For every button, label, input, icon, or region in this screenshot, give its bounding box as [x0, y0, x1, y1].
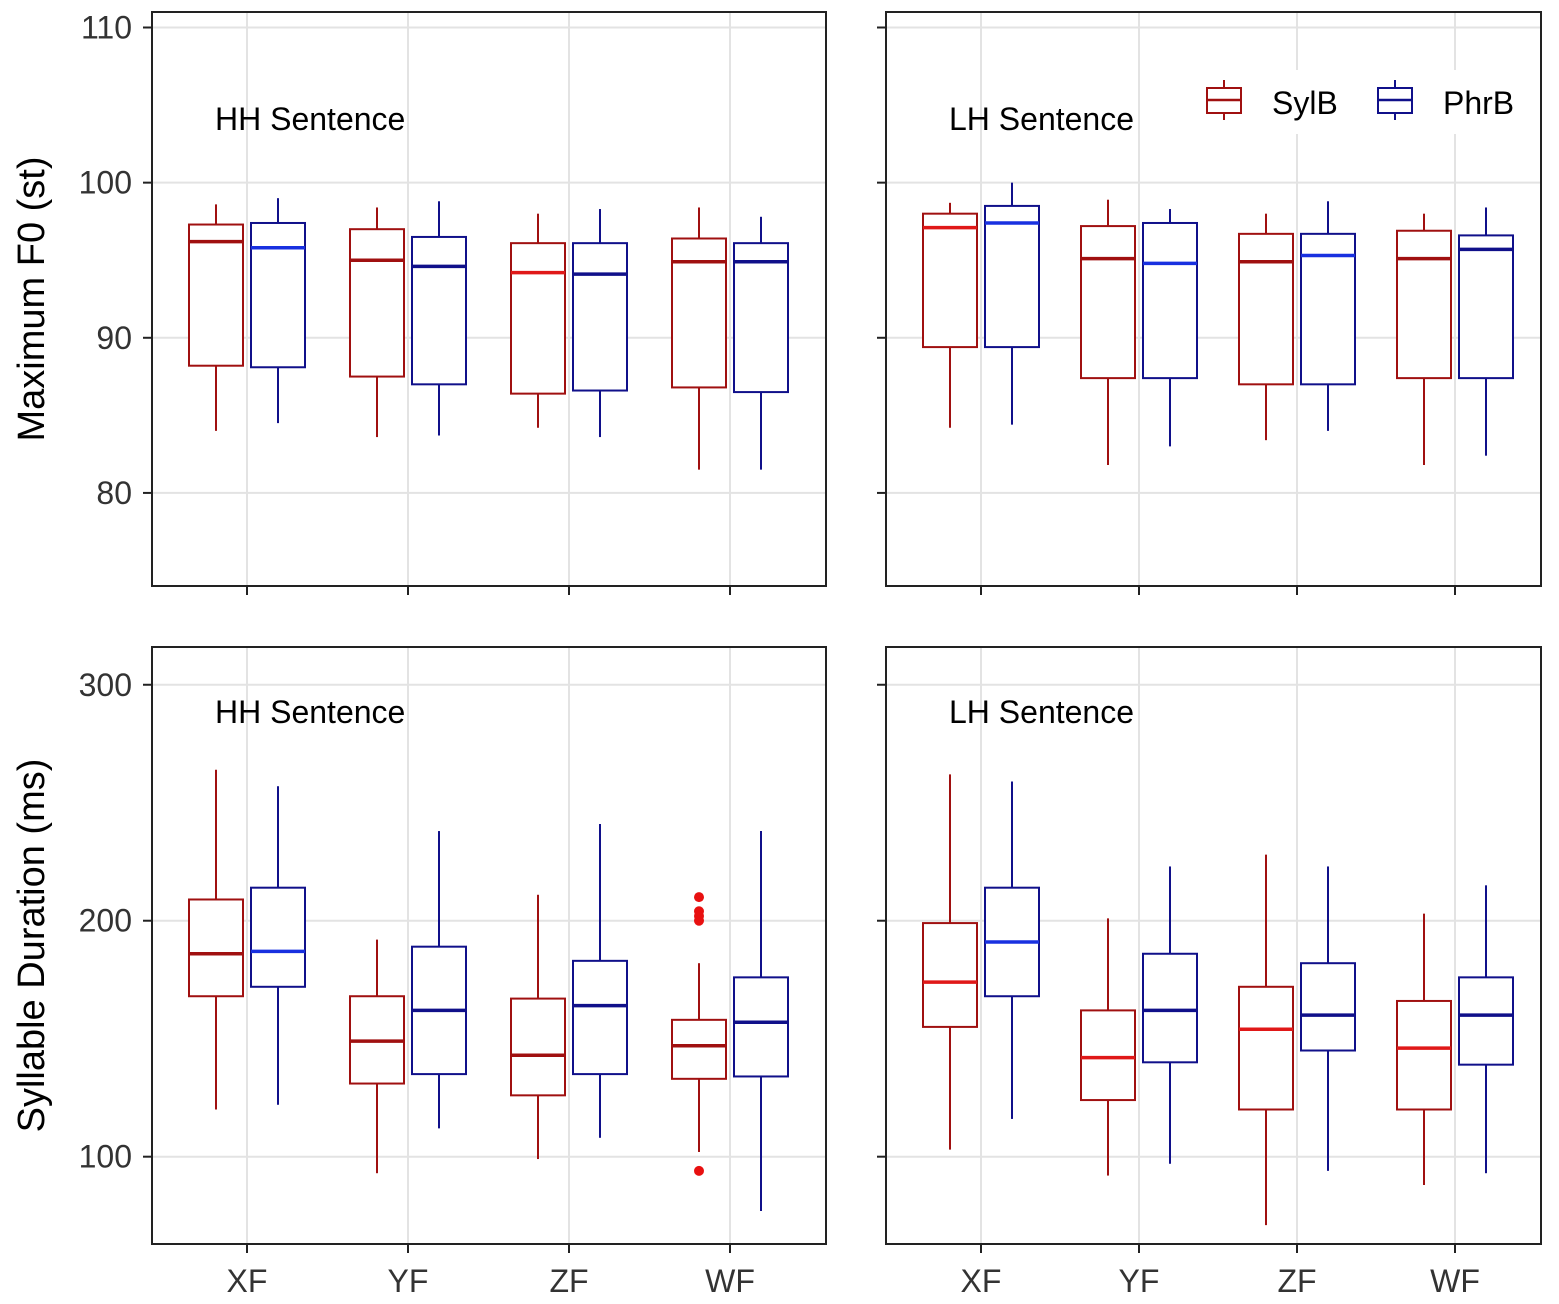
- legend: SylB PhrB: [1150, 70, 1535, 134]
- outlier-point: [694, 1165, 704, 1176]
- box-sylb-xf: [188, 769, 244, 1110]
- box-sylb-zf: [510, 894, 566, 1160]
- box-sylb-yf: [1080, 199, 1136, 465]
- box-body: [1238, 985, 1294, 1111]
- panel-label: LH Sentence: [949, 694, 1134, 730]
- box-phrb-xf: [250, 198, 306, 424]
- x-tick-label: YF: [388, 1263, 429, 1299]
- box-body: [1142, 221, 1198, 380]
- x-tick-label: XF: [961, 1263, 1002, 1299]
- y-tick-label: 110: [81, 10, 132, 46]
- panel-f0-lh: LH Sentence: [877, 11, 1542, 595]
- box-body: [188, 223, 244, 367]
- panel-duration-lh: LH Sentence XF YF ZF WF: [877, 646, 1542, 1299]
- y-axis-title-duration: Syllable Duration (ms): [11, 759, 53, 1133]
- x-tick-label: YF: [1119, 1263, 1160, 1299]
- box-sylb-xf: [922, 202, 978, 428]
- box-phrb-wf: [733, 831, 789, 1211]
- box-sylb-wf: [1396, 913, 1452, 1186]
- box-body: [1300, 962, 1356, 1052]
- panel-label: LH Sentence: [949, 101, 1134, 137]
- box-sylb-zf: [1238, 854, 1294, 1226]
- y-axis-title-f0: Maximum F0 (st): [11, 157, 53, 442]
- box-body: [671, 1018, 727, 1080]
- panel-label: HH Sentence: [215, 694, 405, 730]
- box-body: [188, 898, 244, 998]
- box-sylb-zf: [510, 213, 566, 428]
- y-tick-label: 100: [79, 165, 132, 201]
- box-body: [1080, 225, 1136, 380]
- y-tick-label: 90: [96, 320, 132, 356]
- x-tick-label: ZF: [1277, 1263, 1316, 1299]
- x-tick-label: XF: [227, 1263, 268, 1299]
- box-phrb-zf: [1300, 866, 1356, 1171]
- legend-item-sylb: SylB: [1206, 80, 1338, 121]
- outlier-point: [694, 892, 704, 903]
- box-phrb-zf: [1300, 201, 1356, 431]
- y-tick-label: 300: [79, 667, 132, 703]
- box-sylb-wf: [671, 892, 727, 1176]
- y-tick-label: 80: [96, 475, 132, 511]
- box-body: [733, 976, 789, 1078]
- box-body: [1458, 976, 1514, 1066]
- box-phrb-zf: [572, 209, 628, 438]
- box-body: [733, 242, 789, 394]
- legend-label: PhrB: [1443, 85, 1514, 121]
- panel-label: HH Sentence: [215, 101, 405, 137]
- box-body: [510, 997, 566, 1097]
- box-sylb-wf: [1396, 213, 1452, 465]
- panel-frame: [885, 11, 1542, 587]
- box-phrb-yf: [411, 201, 467, 436]
- panel-f0-hh: HH Sentence 80 90 100 110: [79, 10, 827, 595]
- box-body: [984, 204, 1040, 349]
- box-body: [250, 221, 306, 369]
- box-sylb-yf: [1080, 918, 1136, 1176]
- box-phrb-wf: [1458, 207, 1514, 456]
- box-phrb-wf: [1458, 885, 1514, 1174]
- legend-item-phrb: PhrB: [1377, 80, 1514, 121]
- box-body: [1300, 232, 1356, 386]
- box-body: [510, 242, 566, 395]
- box-phrb-zf: [572, 823, 628, 1138]
- box-sylb-zf: [1238, 213, 1294, 441]
- box-body: [572, 242, 628, 392]
- box-phrb-yf: [411, 831, 467, 1129]
- box-body: [1396, 999, 1452, 1111]
- x-tick-label: WF: [1430, 1263, 1480, 1299]
- box-phrb-xf: [984, 182, 1040, 425]
- box-phrb-yf: [1142, 866, 1198, 1164]
- box-body: [1238, 232, 1294, 386]
- box-body: [349, 228, 405, 378]
- box-sylb-xf: [922, 774, 978, 1150]
- box-sylb-xf: [188, 204, 244, 431]
- box-sylb-yf: [349, 207, 405, 438]
- box-phrb-yf: [1142, 209, 1198, 447]
- box-sylb-yf: [349, 939, 405, 1174]
- outlier-point: [694, 906, 704, 917]
- box-body: [572, 959, 628, 1076]
- box-phrb-wf: [733, 216, 789, 470]
- box-body: [922, 212, 978, 349]
- box-body: [250, 886, 306, 988]
- legend-label: SylB: [1272, 85, 1338, 121]
- x-tick-label: WF: [705, 1263, 755, 1299]
- box-body: [922, 922, 978, 1028]
- box-sylb-wf: [671, 207, 727, 470]
- y-tick-label: 200: [79, 903, 132, 939]
- box-body: [1396, 229, 1452, 380]
- box-phrb-xf: [250, 786, 306, 1105]
- panel-duration-hh: HH Sentence 100 200 300 XF YF ZF WF: [79, 646, 827, 1299]
- box-phrb-xf: [984, 781, 1040, 1119]
- panel-frame: [885, 646, 1542, 1245]
- panel-frame: [151, 646, 827, 1245]
- panel-frame: [151, 11, 827, 587]
- box-body: [411, 235, 467, 386]
- box-body: [1080, 1009, 1136, 1102]
- y-tick-label: 100: [79, 1139, 132, 1175]
- box-body: [1458, 234, 1514, 380]
- x-tick-label: ZF: [549, 1263, 588, 1299]
- box-body: [1142, 952, 1198, 1064]
